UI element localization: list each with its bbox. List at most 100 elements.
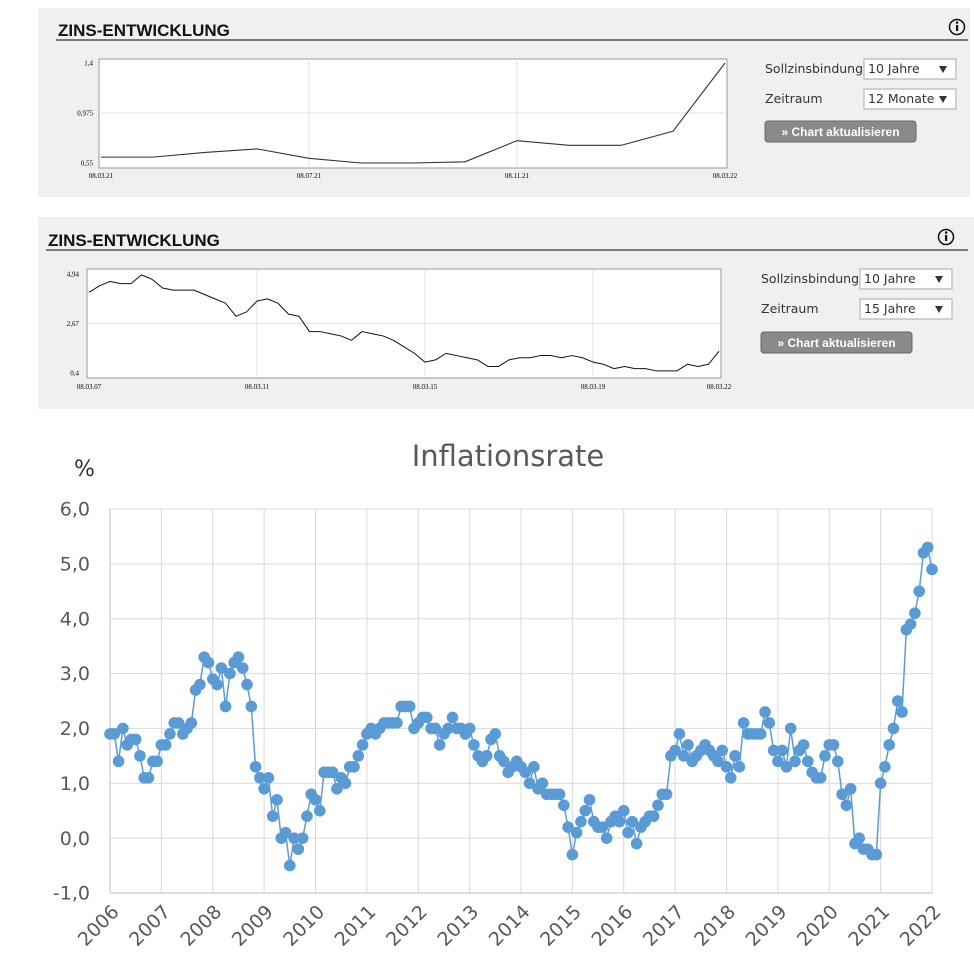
data-point xyxy=(429,722,442,735)
data-point xyxy=(836,788,848,801)
data-line xyxy=(88,274,720,372)
data-point xyxy=(716,744,729,757)
data-line xyxy=(101,62,726,164)
data-point xyxy=(891,695,904,707)
data-point xyxy=(840,799,853,812)
data-point xyxy=(442,722,455,735)
x-tick-label: 2013 xyxy=(433,901,483,951)
control-label: Sollzinsbindung xyxy=(761,271,859,286)
x-tick-label: 2006 xyxy=(74,901,124,951)
y-axis-label: % xyxy=(74,457,95,482)
data-point xyxy=(339,777,352,790)
data-point xyxy=(313,804,326,817)
data-point xyxy=(468,739,480,751)
data-point xyxy=(626,815,639,828)
x-tick-label: 08.11.21 xyxy=(505,172,530,180)
data-point xyxy=(159,739,172,751)
data-point xyxy=(870,848,883,861)
data-point xyxy=(142,772,155,784)
x-tick-label: 08.03.07 xyxy=(77,383,102,391)
data-point xyxy=(647,810,660,822)
y-tick-label: 0,4 xyxy=(70,369,79,377)
update-button[interactable] xyxy=(760,331,913,354)
y-tick-label: -1,0 xyxy=(53,883,90,905)
select-box[interactable] xyxy=(863,88,957,110)
data-point xyxy=(108,728,121,740)
x-tick-label: 08.03.22 xyxy=(707,383,732,391)
y-tick-label: 0,0 xyxy=(60,828,90,850)
select-box[interactable] xyxy=(859,298,953,320)
data-point xyxy=(754,728,767,740)
data-point xyxy=(596,821,609,833)
info-icon-dot xyxy=(945,231,948,234)
data-point xyxy=(446,711,459,724)
x-tick-label: 2007 xyxy=(125,901,175,951)
data-point xyxy=(883,739,895,751)
info-icon[interactable] xyxy=(937,228,955,246)
x-tick-label: 2022 xyxy=(896,901,946,951)
data-point xyxy=(575,815,587,828)
data-point xyxy=(215,662,228,674)
data-point xyxy=(737,717,750,729)
data-point xyxy=(498,755,510,768)
data-point xyxy=(254,772,266,784)
data-point xyxy=(523,777,536,790)
x-tick-label: 2019 xyxy=(742,901,792,951)
data-point xyxy=(776,744,788,757)
x-tick-label: 08.03.22 xyxy=(713,172,738,180)
data-point xyxy=(164,728,176,740)
data-point xyxy=(326,766,339,779)
data-point xyxy=(296,832,309,844)
x-tick-label: 2020 xyxy=(793,901,843,951)
data-point xyxy=(284,859,296,872)
data-point xyxy=(480,750,493,762)
select-arrow xyxy=(935,306,943,313)
data-point xyxy=(896,706,908,718)
data-point xyxy=(652,799,664,812)
data-point xyxy=(194,678,206,691)
y-tick-label: 4,0 xyxy=(60,608,90,630)
select-value: 10 Jahre xyxy=(864,271,916,286)
data-point xyxy=(617,804,630,817)
select-box[interactable] xyxy=(859,268,953,290)
data-point xyxy=(129,733,142,746)
data-point xyxy=(112,755,125,768)
data-point xyxy=(528,761,540,773)
x-tick-label: 2015 xyxy=(536,901,586,951)
x-tick-label: 08.07.21 xyxy=(297,172,322,180)
data-point xyxy=(909,607,921,620)
select-value: 12 Monate xyxy=(868,91,935,106)
data-point xyxy=(185,717,198,729)
data-point xyxy=(712,755,724,768)
y-tick-label: 2,67 xyxy=(67,320,80,328)
data-point xyxy=(172,717,185,729)
data-point xyxy=(879,761,891,773)
update-button-label: » Chart aktualisieren xyxy=(777,336,895,350)
data-point xyxy=(780,761,793,773)
x-tick-label: 2008 xyxy=(177,901,227,951)
data-point xyxy=(301,810,313,822)
data-point xyxy=(211,678,223,691)
data-point xyxy=(271,793,283,806)
data-point xyxy=(202,656,215,669)
data-point xyxy=(519,766,532,779)
widget-title: ZINS-ENTWICKLUNG xyxy=(48,231,220,250)
x-tick-label: 2016 xyxy=(588,901,638,951)
select-box[interactable] xyxy=(863,58,957,80)
data-point xyxy=(622,826,634,839)
info-icon-stem xyxy=(956,25,959,31)
data-point xyxy=(763,717,776,729)
data-point xyxy=(348,761,360,773)
y-tick-label: 4,94 xyxy=(67,270,80,278)
update-button[interactable] xyxy=(764,120,917,143)
data-point xyxy=(853,832,866,844)
data-point xyxy=(613,815,626,828)
info-icon[interactable] xyxy=(948,18,966,36)
widget-title: ZINS-ENTWICKLUNG xyxy=(58,21,230,40)
y-tick-label: 2,0 xyxy=(60,718,90,740)
x-tick-label: 2012 xyxy=(382,901,432,951)
x-tick-label: 08.03.11 xyxy=(245,383,270,391)
x-tick-label: 08.03.15 xyxy=(413,383,438,391)
data-point xyxy=(391,717,403,729)
data-point xyxy=(224,667,236,680)
